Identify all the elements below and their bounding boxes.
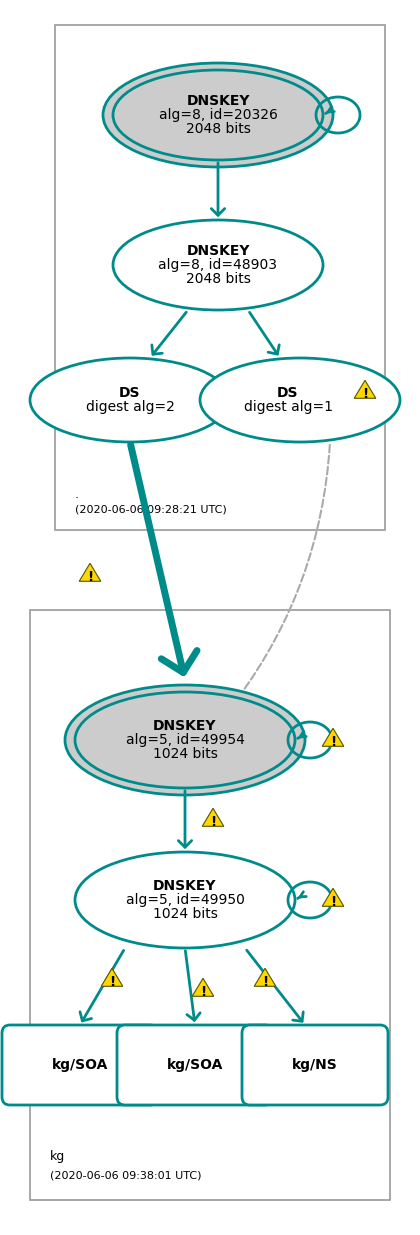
Polygon shape bbox=[79, 563, 101, 582]
Text: !: ! bbox=[330, 895, 336, 909]
Ellipse shape bbox=[103, 63, 333, 167]
Text: kg: kg bbox=[50, 1150, 65, 1163]
Ellipse shape bbox=[65, 685, 305, 795]
Polygon shape bbox=[322, 888, 344, 906]
Text: DNSKEY: DNSKEY bbox=[153, 879, 217, 893]
Text: DS: DS bbox=[119, 387, 141, 400]
Polygon shape bbox=[192, 978, 214, 997]
FancyBboxPatch shape bbox=[117, 1025, 273, 1105]
Text: alg=8, id=48903: alg=8, id=48903 bbox=[158, 258, 278, 272]
Text: !: ! bbox=[87, 569, 93, 584]
Text: !: ! bbox=[109, 974, 115, 989]
Polygon shape bbox=[254, 968, 276, 987]
Text: !: ! bbox=[362, 387, 368, 401]
Text: kg/SOA: kg/SOA bbox=[167, 1058, 223, 1072]
Text: 2048 bits: 2048 bits bbox=[186, 122, 250, 136]
Text: alg=5, id=49954: alg=5, id=49954 bbox=[126, 734, 244, 747]
Text: DNSKEY: DNSKEY bbox=[186, 245, 250, 258]
Text: digest alg=2: digest alg=2 bbox=[86, 400, 174, 414]
FancyBboxPatch shape bbox=[55, 25, 385, 530]
Text: DNSKEY: DNSKEY bbox=[186, 94, 250, 107]
Ellipse shape bbox=[75, 852, 295, 948]
Text: 1024 bits: 1024 bits bbox=[152, 906, 218, 921]
Text: alg=5, id=49950: alg=5, id=49950 bbox=[126, 893, 244, 906]
FancyBboxPatch shape bbox=[30, 610, 390, 1200]
Text: 1024 bits: 1024 bits bbox=[152, 747, 218, 761]
FancyBboxPatch shape bbox=[2, 1025, 158, 1105]
Text: .: . bbox=[75, 488, 79, 501]
FancyBboxPatch shape bbox=[242, 1025, 388, 1105]
Text: 2048 bits: 2048 bits bbox=[186, 272, 250, 287]
Polygon shape bbox=[101, 968, 123, 987]
Text: DNSKEY: DNSKEY bbox=[153, 719, 217, 734]
Text: (2020-06-06 09:38:01 UTC): (2020-06-06 09:38:01 UTC) bbox=[50, 1170, 202, 1179]
Text: alg=8, id=20326: alg=8, id=20326 bbox=[159, 107, 278, 122]
Text: !: ! bbox=[262, 974, 268, 989]
Text: kg/SOA: kg/SOA bbox=[52, 1058, 108, 1072]
Ellipse shape bbox=[113, 70, 323, 161]
Polygon shape bbox=[202, 808, 224, 826]
Text: !: ! bbox=[210, 815, 216, 829]
Polygon shape bbox=[354, 380, 376, 399]
Text: !: ! bbox=[330, 735, 336, 748]
Text: digest alg=1: digest alg=1 bbox=[244, 400, 333, 414]
Text: (2020-06-06 09:28:21 UTC): (2020-06-06 09:28:21 UTC) bbox=[75, 505, 227, 515]
Polygon shape bbox=[322, 729, 344, 746]
Text: DS: DS bbox=[277, 387, 299, 400]
Ellipse shape bbox=[200, 358, 400, 442]
Text: kg/NS: kg/NS bbox=[292, 1058, 338, 1072]
Ellipse shape bbox=[75, 692, 295, 788]
Ellipse shape bbox=[30, 358, 230, 442]
Text: !: ! bbox=[200, 984, 206, 999]
Ellipse shape bbox=[113, 220, 323, 310]
